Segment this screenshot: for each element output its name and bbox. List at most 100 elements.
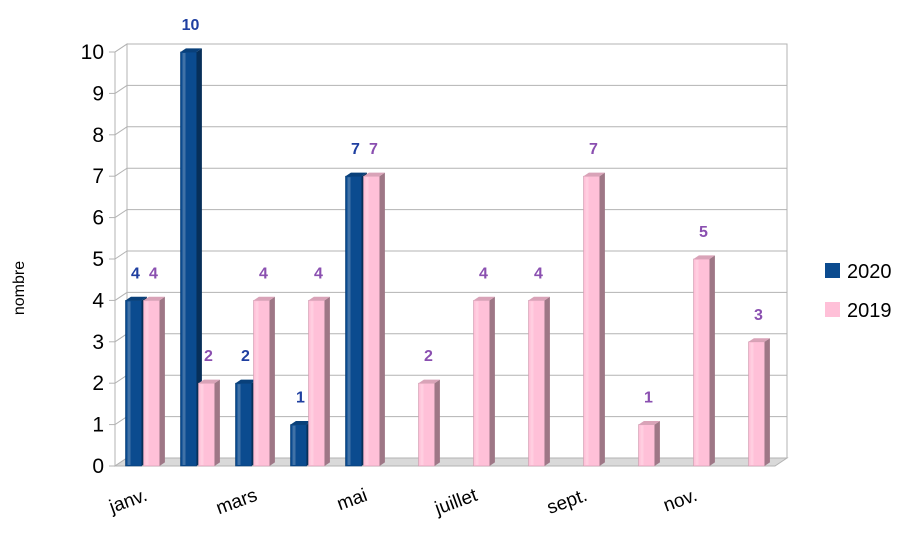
bar-2019-nov. [693,255,715,467]
data-label: 3 [754,307,763,324]
data-label: 4 [149,265,158,282]
bar-highlight [420,384,424,465]
bar-highlight [200,384,204,465]
data-label: 4 [314,265,323,282]
y-tick-label: 3 [92,331,104,354]
chart-legend: 2020 2019 [825,261,892,322]
data-label: 4 [259,265,268,282]
bar-2019-juillet [473,296,495,467]
bar-highlight [530,301,534,465]
bar-highlight [475,301,479,465]
bar-2019-avr. [308,296,330,467]
bar-top [198,379,220,384]
y-axis-label: nombre [11,261,28,315]
bar-highlight [640,425,644,465]
legend-label: 2019 [847,300,892,322]
bar-top [345,172,367,177]
bar-top [143,296,165,301]
legend-swatch [825,263,840,278]
x-tick-label: janv. [106,485,151,518]
y-tick-label: 0 [92,455,104,478]
y-tick-label: 10 [81,41,104,64]
bar-highlight [292,425,296,465]
bar-2019-déc. [748,338,770,467]
y-gridline [114,291,787,301]
x-tick-label: nov. [661,485,701,517]
bar-2019-janv. [143,296,165,467]
bar-highlight [347,177,351,465]
x-tick-label: juillet [431,485,480,520]
y-gridline [114,250,787,260]
chart-bars [125,48,770,467]
legend-item-2020: 2020 [825,261,892,283]
bar-2019-mai [363,172,385,467]
bar-side [489,296,495,466]
y-tick-label: 5 [92,248,104,271]
bar-highlight [145,301,149,465]
chart-gridlines [113,43,789,467]
data-label: 4 [534,265,543,282]
bar-top [693,255,715,259]
bar-side [599,172,605,466]
bar-side [379,172,385,466]
bar-highlight [237,384,241,465]
data-label: 2 [204,348,213,365]
chart-axes: 0 1 2 3 4 5 6 7 8 9 10 janv. mars mai juillet sept. nov. [81,41,701,520]
bar-top [290,421,312,425]
bar-top [638,421,660,425]
bar-side [159,296,165,466]
y-tick-label: 6 [92,207,104,230]
x-tick-label: sept. [544,485,590,519]
bar-side [764,338,770,466]
bar-highlight [695,260,699,465]
bar-side [214,379,220,466]
data-label: 10 [182,17,200,34]
legend-label: 2020 [847,261,892,283]
bar-highlight [255,301,259,465]
bar-top [363,172,385,177]
bar-2019-juin [418,379,440,467]
data-label: 7 [589,141,598,158]
bar-highlight [182,53,186,465]
x-tick-label: mai [334,485,370,515]
bar-highlight [127,301,131,465]
y-tick-label: 4 [92,289,104,312]
data-label: 4 [479,265,488,282]
y-gridline [114,167,787,177]
y-tick-label: 8 [92,124,104,147]
bar-top [235,379,257,384]
x-tick-label: mars [213,485,260,519]
bar-side [324,296,330,466]
bar-top [125,296,147,301]
bar-side [196,48,202,467]
bar-side [434,379,440,466]
bar-top [308,296,330,301]
y-gridline [114,126,787,136]
bar-highlight [365,177,369,465]
data-label: 7 [351,141,360,158]
bar-side [709,255,715,466]
data-label: 5 [699,224,708,241]
bar-highlight [310,301,314,465]
data-label: 7 [369,141,378,158]
data-label: 1 [644,390,653,407]
data-label: 4 [131,265,140,282]
data-label: 1 [296,390,305,407]
y-gridline [114,43,787,53]
data-label: 2 [424,348,433,365]
bar-top [528,296,550,301]
legend-swatch [825,302,840,317]
bar-top [748,338,770,342]
bar-top [473,296,495,301]
bar-2019-août [528,296,550,467]
y-tick-label: 2 [92,372,104,395]
bar-top [418,379,440,384]
y-tick-label: 7 [92,165,104,188]
bar-side [654,421,660,466]
y-gridline [114,209,787,219]
bar-2020-févr. [180,48,202,467]
bar-2019-févr. [198,379,220,467]
bar-2019-sept. [583,172,605,467]
